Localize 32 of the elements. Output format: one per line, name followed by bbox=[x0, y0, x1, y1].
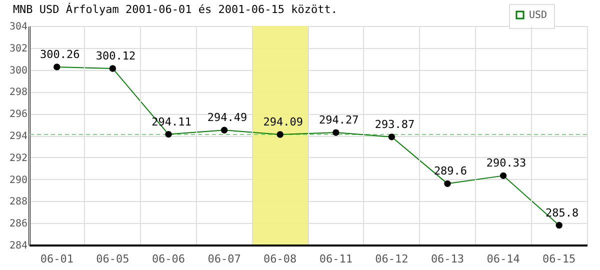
y-tick-label: 288 bbox=[9, 196, 28, 208]
x-tick-label: 06-11 bbox=[319, 252, 352, 266]
data-label: 289.6 bbox=[434, 164, 468, 178]
data-label: 294.09 bbox=[263, 116, 303, 129]
x-tick-label: 06-08 bbox=[264, 252, 297, 266]
y-tick-label: 296 bbox=[9, 109, 28, 120]
x-tick-label: 06-13 bbox=[430, 252, 464, 266]
legend-label: USD bbox=[529, 10, 548, 21]
data-label: 285.8 bbox=[546, 206, 579, 220]
x-tick-label: 06-06 bbox=[152, 252, 186, 266]
x-tick-label: 06-12 bbox=[375, 252, 408, 266]
y-tick-label: 304 bbox=[9, 22, 28, 32]
y-tick-label: 298 bbox=[9, 87, 28, 98]
x-tick-label: 06-01 bbox=[40, 252, 74, 266]
data-label: 294.49 bbox=[207, 111, 248, 124]
y-tick-label: 300 bbox=[9, 65, 28, 76]
data-label: 300.26 bbox=[40, 48, 80, 61]
y-tick-label: 292 bbox=[9, 152, 28, 164]
chart-title: MNB USD Árfolyam 2001-06-01 és 2001-06-15 között. bbox=[12, 2, 338, 16]
data-label: 294.27 bbox=[319, 114, 359, 127]
y-tick-label: 286 bbox=[9, 218, 28, 230]
x-tick-label: 06-07 bbox=[208, 252, 241, 266]
data-label: 290.33 bbox=[486, 156, 526, 170]
y-tick-label: 290 bbox=[9, 174, 28, 186]
x-tick-label: 06-14 bbox=[486, 252, 520, 266]
x-tick-label: 06-05 bbox=[96, 252, 130, 266]
y-tick-label: 284 bbox=[9, 240, 28, 252]
y-tick-label: 294 bbox=[9, 131, 28, 142]
data-label: 300.12 bbox=[96, 49, 136, 62]
y-tick-label: 302 bbox=[9, 43, 28, 54]
data-label: 293.87 bbox=[374, 118, 415, 131]
x-tick-label: 06-15 bbox=[542, 252, 576, 266]
